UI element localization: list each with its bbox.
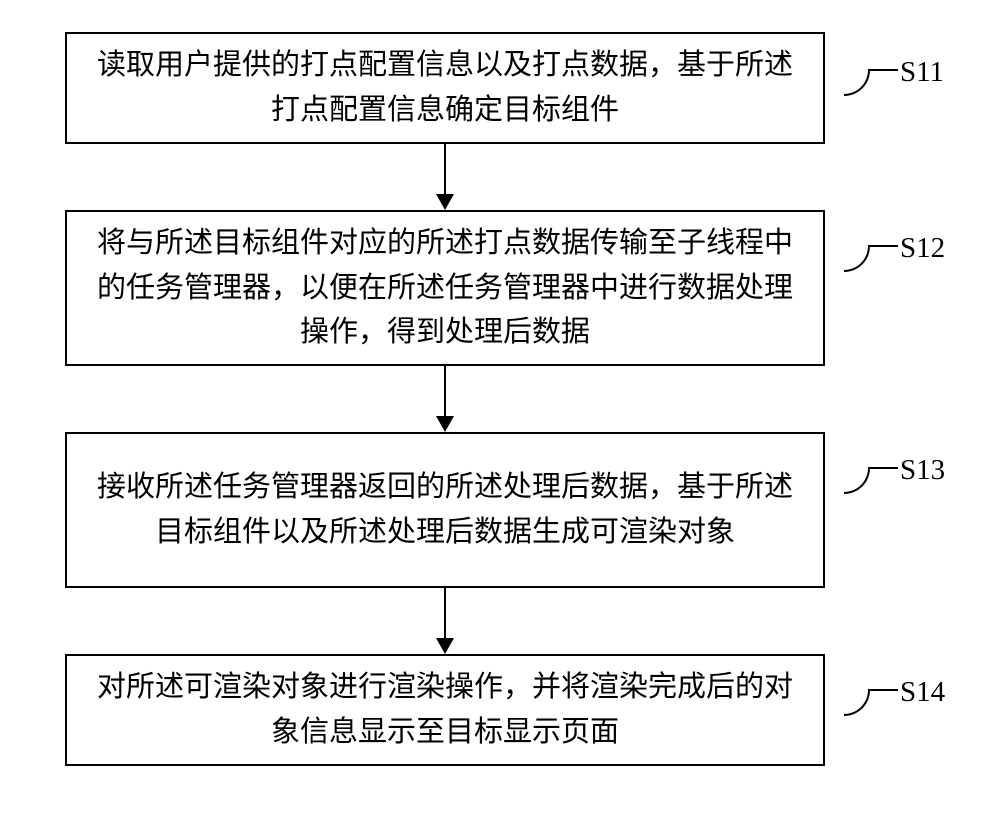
label-connector-line <box>868 689 898 691</box>
label-connector-curve <box>818 220 870 272</box>
step-label-s14: S14 <box>900 676 945 709</box>
flow-node-text: 将与所述目标组件对应的所述打点数据传输至子线程中的任务管理器，以便在所述任务管理… <box>87 221 803 356</box>
label-connector-curve <box>818 664 870 716</box>
label-connector-curve <box>818 44 870 96</box>
label-connector-line <box>868 245 898 247</box>
flow-arrow-line <box>444 144 446 194</box>
flow-arrow-head <box>436 416 454 432</box>
step-label-s12: S12 <box>900 232 945 265</box>
step-label-s13: S13 <box>900 454 945 487</box>
flow-node-s13: 接收所述任务管理器返回的所述处理后数据，基于所述目标组件以及所述处理后数据生成可… <box>65 432 825 588</box>
flow-arrow-line <box>444 366 446 416</box>
flow-arrow-head <box>436 638 454 654</box>
flow-arrow-line <box>444 588 446 638</box>
flow-node-s14: 对所述可渲染对象进行渲染操作，并将渲染完成后的对象信息显示至目标显示页面 <box>65 654 825 766</box>
flow-arrow-head <box>436 194 454 210</box>
flow-node-s11: 读取用户提供的打点配置信息以及打点数据，基于所述打点配置信息确定目标组件 <box>65 32 825 144</box>
step-label-s11: S11 <box>900 56 944 89</box>
label-connector-line <box>868 69 898 71</box>
flow-node-text: 接收所述任务管理器返回的所述处理后数据，基于所述目标组件以及所述处理后数据生成可… <box>87 465 803 555</box>
label-connector-curve <box>818 442 870 494</box>
label-connector-line <box>868 467 898 469</box>
flow-node-text: 对所述可渲染对象进行渲染操作，并将渲染完成后的对象信息显示至目标显示页面 <box>87 665 803 755</box>
flow-node-s12: 将与所述目标组件对应的所述打点数据传输至子线程中的任务管理器，以便在所述任务管理… <box>65 210 825 366</box>
flow-node-text: 读取用户提供的打点配置信息以及打点数据，基于所述打点配置信息确定目标组件 <box>87 43 803 133</box>
flowchart-canvas: 读取用户提供的打点配置信息以及打点数据，基于所述打点配置信息确定目标组件 S11… <box>0 0 1000 816</box>
